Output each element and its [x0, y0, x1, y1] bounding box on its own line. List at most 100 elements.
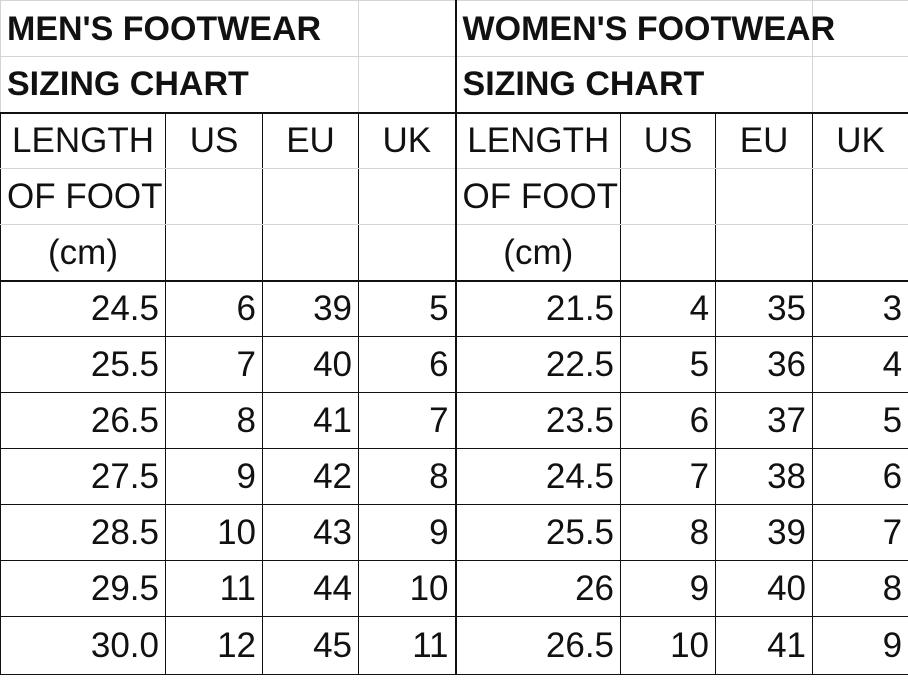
header-row-1: LENGTH US EU UK LENGTH US EU UK: [0, 111, 908, 169]
men-eu-cell: 43: [261, 504, 360, 561]
men-uk-cell: 11: [358, 616, 457, 675]
men-us-cell: 9: [165, 448, 263, 505]
men-uk-cell: 10: [358, 560, 457, 617]
table-row: 30.0 12 45 11 26.5 10 41 9: [0, 616, 908, 675]
women-length-cell: 25.5: [454, 504, 622, 561]
women-uk-cell: 9: [812, 616, 908, 675]
women-us-cell: 4: [620, 279, 717, 337]
women-us-header: US: [620, 111, 717, 169]
men-title-line1: MEN'S FOOTWEAR: [0, 0, 360, 57]
empty-cell: [812, 224, 908, 281]
women-eu-header: EU: [715, 111, 814, 169]
men-length-cell: 25.5: [0, 336, 166, 393]
empty-cell: [358, 56, 457, 113]
women-uk-header: UK: [812, 111, 908, 169]
men-length-unit: (cm): [0, 224, 166, 281]
women-title-line1: WOMEN'S FOOTWEAR: [454, 0, 835, 57]
men-us-cell: 10: [165, 504, 263, 561]
women-eu-cell: 36: [715, 336, 814, 393]
women-uk-cell: 5: [812, 392, 908, 449]
women-length-cell: 23.5: [454, 392, 622, 449]
women-uk-cell: 4: [812, 336, 908, 393]
women-eu-cell: 38: [715, 448, 814, 505]
women-us-cell: 6: [620, 392, 717, 449]
women-uk-cell: 8: [812, 560, 908, 617]
men-uk-cell: 7: [358, 392, 457, 449]
women-uk-cell: 7: [812, 504, 908, 561]
men-us-cell: 7: [165, 336, 263, 393]
women-length-cell: 26: [454, 560, 622, 617]
empty-cell: [620, 224, 717, 281]
men-uk-cell: 9: [358, 504, 457, 561]
women-us-cell: 5: [620, 336, 717, 393]
women-length-header: LENGTH: [454, 111, 622, 169]
men-us-cell: 11: [165, 560, 263, 617]
title-row-1: MEN'S FOOTWEAR WOMEN'S FOOTWEAR: [0, 0, 908, 57]
women-us-cell: 8: [620, 504, 717, 561]
men-length-header: LENGTH: [0, 111, 166, 169]
empty-cell: [165, 168, 263, 225]
men-length-header-2: OF FOOT: [0, 168, 166, 225]
table-row: 27.5 9 42 8 24.5 7 38 6: [0, 448, 908, 505]
men-length-cell: 24.5: [0, 279, 166, 337]
men-uk-cell: 5: [358, 279, 457, 337]
table-row: 24.5 6 39 5 21.5 4 35 3: [0, 279, 908, 337]
men-us-cell: 8: [165, 392, 263, 449]
women-length-unit: (cm): [454, 224, 622, 281]
empty-cell: [812, 56, 908, 113]
men-eu-cell: 40: [261, 336, 360, 393]
men-eu-header: EU: [261, 111, 360, 169]
table-row: 28.5 10 43 9 25.5 8 39 7: [0, 504, 908, 561]
empty-cell: [620, 168, 717, 225]
men-eu-cell: 39: [261, 279, 360, 337]
empty-cell: [812, 0, 908, 57]
table-row: 26.5 8 41 7 23.5 6 37 5: [0, 392, 908, 449]
women-length-cell: 22.5: [454, 336, 622, 393]
header-row-2: OF FOOT OF FOOT: [0, 168, 908, 225]
men-eu-cell: 44: [261, 560, 360, 617]
empty-cell: [715, 224, 814, 281]
women-eu-cell: 41: [715, 616, 814, 675]
women-us-cell: 7: [620, 448, 717, 505]
men-eu-cell: 41: [261, 392, 360, 449]
women-length-header-2: OF FOOT: [454, 168, 622, 225]
header-row-3: (cm) (cm): [0, 224, 908, 281]
empty-cell: [261, 224, 360, 281]
empty-cell: [261, 168, 360, 225]
men-uk-header: UK: [358, 111, 457, 169]
women-uk-cell: 3: [812, 279, 908, 337]
men-eu-cell: 45: [261, 616, 360, 675]
empty-cell: [715, 168, 814, 225]
men-length-cell: 29.5: [0, 560, 166, 617]
men-uk-cell: 8: [358, 448, 457, 505]
women-us-cell: 9: [620, 560, 717, 617]
women-eu-cell: 40: [715, 560, 814, 617]
title-row-2: SIZING CHART SIZING CHART: [0, 56, 908, 113]
empty-cell: [165, 224, 263, 281]
women-uk-cell: 6: [812, 448, 908, 505]
empty-cell: [358, 168, 457, 225]
men-length-cell: 28.5: [0, 504, 166, 561]
empty-cell: [358, 224, 457, 281]
women-eu-cell: 35: [715, 279, 814, 337]
women-eu-cell: 39: [715, 504, 814, 561]
men-us-cell: 6: [165, 279, 263, 337]
women-us-cell: 10: [620, 616, 717, 675]
women-length-cell: 21.5: [454, 279, 622, 337]
men-uk-cell: 6: [358, 336, 457, 393]
men-length-cell: 27.5: [0, 448, 166, 505]
table-row: 29.5 11 44 10 26 9 40 8: [0, 560, 908, 617]
empty-cell: [812, 168, 908, 225]
men-length-cell: 26.5: [0, 392, 166, 449]
women-eu-cell: 37: [715, 392, 814, 449]
men-length-cell: 30.0: [0, 616, 166, 675]
women-title-line2: SIZING CHART: [454, 56, 814, 113]
men-us-cell: 12: [165, 616, 263, 675]
men-us-header: US: [165, 111, 263, 169]
empty-cell: [358, 0, 457, 57]
women-length-cell: 24.5: [454, 448, 622, 505]
men-title-line2: SIZING CHART: [0, 56, 360, 113]
women-length-cell: 26.5: [454, 616, 622, 675]
table-row: 25.5 7 40 6 22.5 5 36 4: [0, 336, 908, 393]
